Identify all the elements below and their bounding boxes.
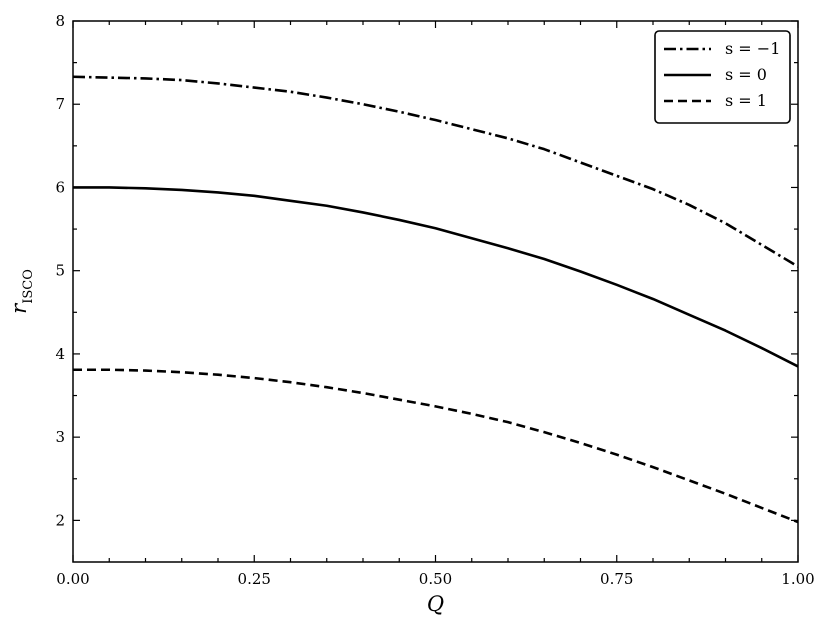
y-axis-label-symbol: r (7, 302, 31, 314)
y-axis-label: rISCO (7, 269, 36, 314)
legend-label-0: s = −1 (725, 39, 780, 58)
legend-box (654, 30, 791, 124)
series-line-1 (73, 186, 799, 368)
y-tick-label: 2 (55, 511, 65, 529)
tick-label-group: 0.00 0.25 0.50 0.75 1.00 2 3 4 5 6 7 8 (55, 12, 814, 588)
tick-group (72, 20, 799, 562)
series-line-0 (72, 75, 799, 268)
x-tick-label: 0.25 (238, 570, 271, 588)
y-tick-label: 3 (55, 428, 65, 446)
x-tick-label: 0.50 (419, 570, 452, 588)
y-tick-label: 7 (55, 95, 65, 113)
y-tick-label: 4 (55, 345, 65, 363)
x-axis-label: Q (427, 592, 444, 616)
x-tick-label: 0.75 (600, 570, 633, 588)
series-group (72, 75, 799, 524)
y-tick-label: 6 (55, 178, 65, 196)
legend-entries: s = −1 s = 0 s = 1 (664, 39, 780, 110)
y-tick-label: 5 (55, 262, 65, 280)
y-tick-label: 8 (55, 12, 65, 30)
x-tick-label: 0.00 (56, 570, 89, 588)
legend: s = −1 s = 0 s = 1 (654, 30, 791, 124)
legend-label-1: s = 0 (725, 65, 767, 84)
legend-label-2: s = 1 (725, 91, 767, 110)
y-axis-label-subscript: ISCO (21, 269, 36, 304)
x-tick-label: 1.00 (781, 570, 814, 588)
series-line-2 (73, 368, 799, 524)
